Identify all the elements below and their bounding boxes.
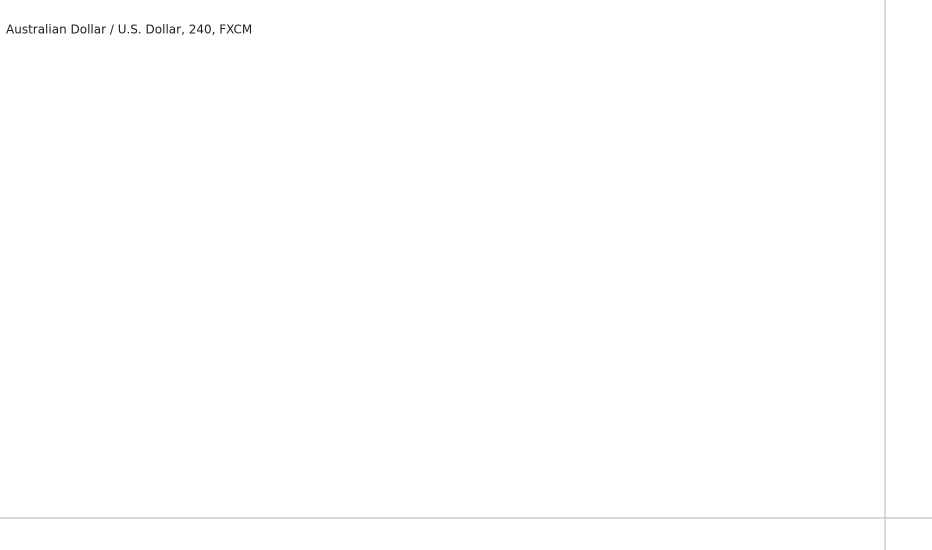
chart-title: Australian Dollar / U.S. Dollar, 240, FX…: [6, 23, 252, 37]
